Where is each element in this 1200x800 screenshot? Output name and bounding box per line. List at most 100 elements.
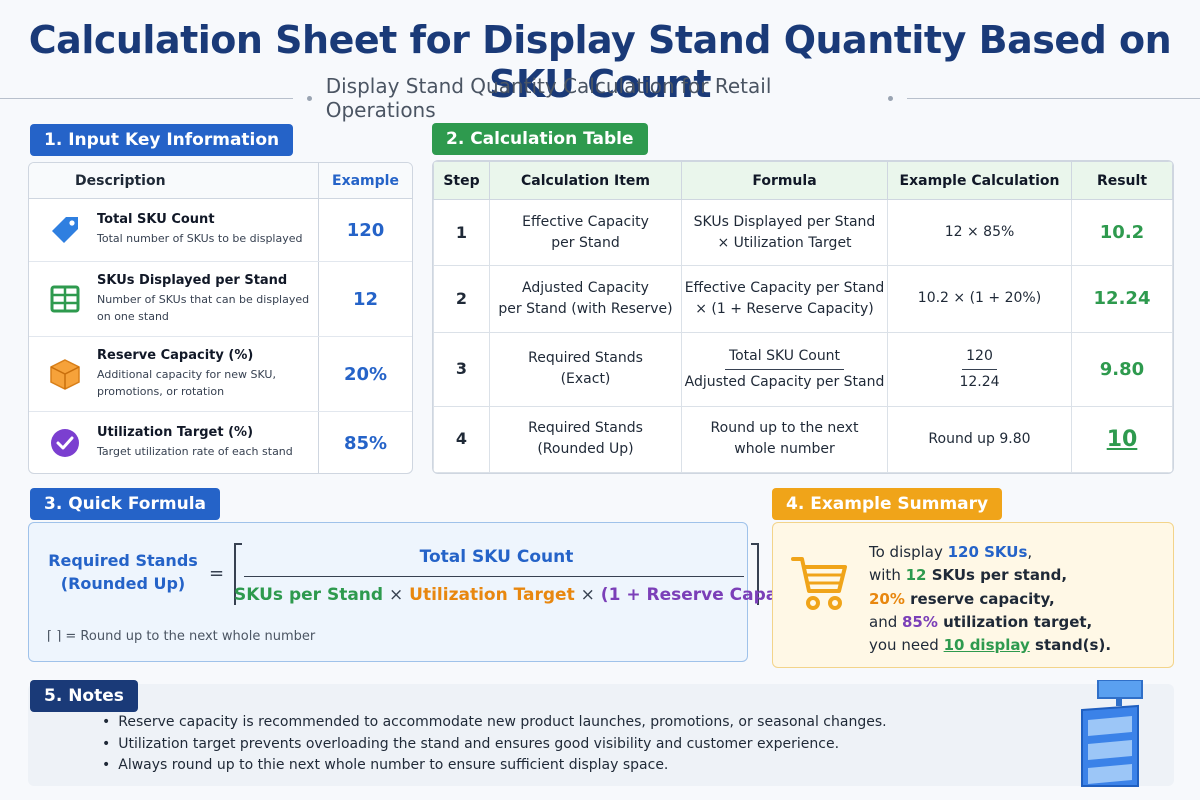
input-name: Utilization Target (%)	[97, 425, 254, 441]
display-stand-icon	[1072, 679, 1148, 794]
summary-fragment: To display	[869, 543, 948, 561]
fraction-bar	[244, 576, 744, 577]
summary-highlight: 12	[905, 566, 927, 585]
denominator-term: SKUs per Stand	[234, 585, 384, 605]
summary-fragment: stand(s).	[1029, 636, 1112, 654]
grid-icon	[47, 281, 83, 317]
formula-line: × Utilization Target	[717, 234, 852, 251]
bracket-right	[751, 543, 759, 605]
section-tag-formula: 3. Quick Formula	[30, 488, 220, 520]
times-sign: ×	[389, 585, 404, 605]
shopping-cart-icon	[791, 553, 849, 619]
input-name: SKUs Displayed per Stand	[97, 273, 288, 288]
calc-header-row: Step Calculation Item Formula Example Ca…	[433, 161, 1173, 200]
summary-highlight: 120 SKUs	[947, 543, 1028, 561]
tag-icon	[47, 212, 83, 248]
page-subtitle: Display Stand Quantity Calculation for R…	[325, 74, 772, 122]
table-row: 3 Required Stands (Exact) Total SKU Count…	[433, 331, 1173, 407]
table-row: 4 Required Stands (Rounded Up) Round up t…	[433, 405, 1173, 473]
calc-item: Required Stands (Rounded Up)	[489, 405, 682, 473]
calc-item-line: (Exact)	[560, 371, 611, 388]
divider	[0, 97, 293, 99]
formula-numerator: Total SKU Count	[419, 547, 574, 567]
equals-sign: =	[209, 563, 225, 584]
divider-dot	[888, 95, 894, 101]
calc-item-line: Adjusted Capacity	[522, 279, 649, 296]
calc-item-line: Effective Capacity	[522, 213, 649, 230]
calc-formula: Effective Capacity per Stand × (1 + Reser…	[681, 265, 888, 333]
notes-list: Reserve capacity is recommended to accom…	[102, 712, 887, 777]
example-fraction: 120 12.24	[959, 346, 999, 393]
calculation-table: Step Calculation Item Formula Example Ca…	[432, 160, 1174, 474]
header-example: Example	[332, 173, 399, 189]
page-title: Calculation Sheet for Display Stand Quan…	[28, 18, 1172, 106]
input-row: Reserve Capacity (%) Additional capacity…	[29, 337, 412, 412]
denominator-open: (1 +	[600, 585, 641, 605]
denominator-term: Utilization Target	[409, 585, 575, 605]
summary-fragment: ,	[1027, 543, 1033, 561]
formula-line: Effective Capacity per Stand	[684, 279, 885, 296]
summary-fragment: reserve capacity,	[904, 589, 1055, 608]
formula-denominator: SKUs per Stand × Utilization Target × (1…	[234, 585, 820, 605]
step-number: 3	[433, 331, 490, 407]
input-value: 12	[352, 288, 379, 310]
check-circle-icon	[47, 425, 83, 461]
calc-item: Required Stands (Exact)	[489, 331, 682, 407]
list-item: Reserve capacity is recommended to accom…	[102, 712, 886, 734]
step-number: 2	[433, 265, 490, 333]
formula-line: SKUs Displayed per Stand	[693, 213, 876, 230]
input-desc: Number of SKUs that can be displayed on …	[97, 293, 310, 323]
times-sign: ×	[580, 585, 595, 605]
formula-left-side: Required Stands (Rounded Up)	[47, 549, 199, 595]
section-tag-input: 1. Input Key Information	[30, 124, 294, 156]
summary-text: To display 120 SKUs, with 12 SKUs per st…	[869, 541, 1111, 657]
quick-formula-box: Required Stands (Rounded Up) = Total SKU…	[28, 522, 820, 662]
input-desc: Target utilization rate of each stand	[97, 445, 293, 459]
divider-dot	[306, 95, 312, 101]
summary-fragment: you need	[869, 636, 944, 654]
calc-item-line: per Stand (with Reserve)	[498, 300, 673, 317]
calc-item-line: Required Stands	[528, 420, 643, 437]
calc-item: Effective Capacity per Stand	[489, 198, 682, 267]
formula-note: ⌈ ⌉ = Round up to the next whole number	[47, 629, 316, 644]
section-tag-summary: 4. Example Summary	[772, 488, 1003, 520]
summary-fragment: with	[869, 566, 906, 585]
calc-formula: Round up to the next whole number	[681, 405, 888, 473]
input-row: Total SKU Count Total number of SKUs to …	[29, 199, 412, 262]
subtitle-row: Display Stand Quantity Calculation for R…	[0, 74, 1200, 122]
calc-formula: SKUs Displayed per Stand × Utilization Ta…	[681, 198, 888, 267]
section-tag-notes: 5. Notes	[30, 680, 138, 712]
summary-fragment: utilization target,	[937, 612, 1093, 631]
step-number: 1	[433, 198, 490, 267]
formula-left-line: Required Stands	[48, 551, 198, 570]
table-row: 1 Effective Capacity per Stand SKUs Displ…	[433, 198, 1173, 267]
result-value-final: 10	[1071, 405, 1173, 473]
input-row: Utilization Target (%) Target utilizatio…	[29, 412, 412, 473]
input-name: Reserve Capacity (%)	[97, 348, 254, 363]
summary-highlight: 20%	[869, 589, 905, 608]
example-calc: 12 × 85%	[887, 198, 1072, 267]
header-step: Step	[433, 161, 490, 200]
input-table: Description Example Total SKU Count Tota…	[28, 162, 413, 474]
step-number: 4	[433, 405, 490, 473]
fraction-numerator: 120	[962, 346, 997, 370]
divider	[907, 97, 1200, 99]
input-value: 120	[346, 219, 385, 241]
result-value: 10.2	[1071, 198, 1173, 267]
list-item: Always round up to thie next whole numbe…	[102, 755, 887, 777]
bracket-left	[234, 543, 242, 605]
input-desc: Additional capacity for new SKU, promoti…	[97, 368, 276, 398]
example-calc: Round up 9.80	[887, 405, 1072, 473]
example-calc: 120 12.24	[887, 331, 1072, 407]
input-value: 85%	[343, 432, 388, 454]
section-tag-calc: 2. Calculation Table	[432, 123, 648, 155]
input-table-header: Description Example	[29, 163, 412, 199]
table-row: 2 Adjusted Capacity per Stand (with Reser…	[433, 265, 1173, 333]
example-summary-box: To display 120 SKUs, with 12 SKUs per st…	[772, 522, 1174, 668]
summary-fragment: and	[869, 612, 902, 631]
fraction-numerator: Total SKU Count	[724, 346, 845, 370]
box-icon	[47, 356, 83, 392]
header-description: Description	[29, 163, 319, 198]
calc-item-line: (Rounded Up)	[537, 441, 634, 458]
ceiling-bracket: Total SKU Count SKUs per Stand × Utiliza…	[234, 543, 820, 605]
